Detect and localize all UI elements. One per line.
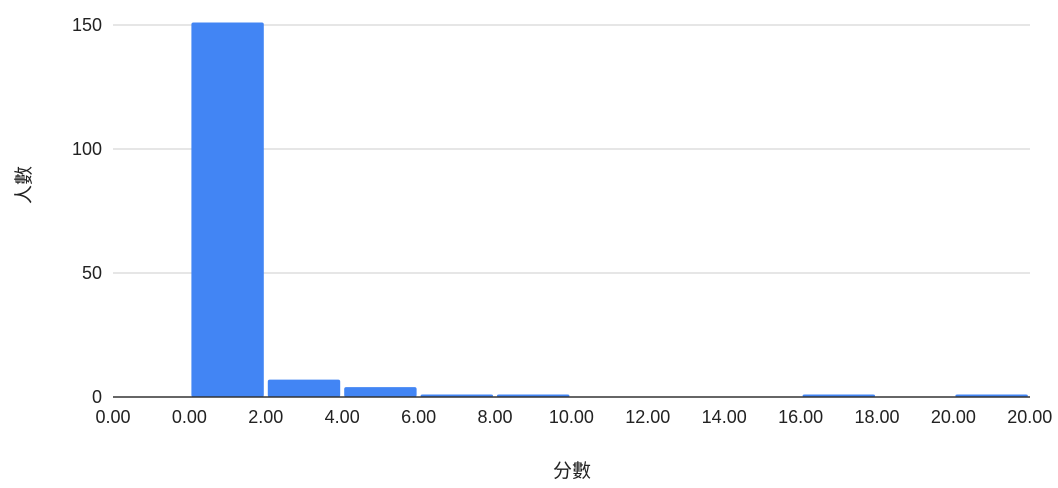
x-tick-label: 6.00	[401, 407, 436, 427]
y-tick-labels: 0 50 100 150	[72, 15, 102, 407]
x-tick-label: 20.00	[1007, 407, 1052, 427]
y-tick-label: 50	[82, 263, 102, 283]
x-tick-labels: 0.00 0.00 2.00 4.00 6.00 8.00 10.00 12.00 14.00 1…	[95, 407, 1052, 427]
x-tick-label: 2.00	[248, 407, 283, 427]
y-tick-label: 150	[72, 15, 102, 35]
y-axis-title: 人數	[13, 166, 35, 204]
x-tick-label: 14.00	[702, 407, 747, 427]
grid-lines	[113, 24, 1030, 274]
x-axis-title: 分數	[553, 460, 591, 482]
y-tick-label: 0	[92, 387, 102, 407]
histogram-bar	[344, 387, 417, 397]
y-tick-label: 100	[72, 139, 102, 159]
x-tick-label: 16.00	[778, 407, 823, 427]
x-tick-label: 10.00	[549, 407, 594, 427]
x-tick-label: 20.00	[931, 407, 976, 427]
x-tick-label: 12.00	[625, 407, 670, 427]
x-tick-label: 4.00	[325, 407, 360, 427]
histogram-bar	[267, 379, 341, 397]
bars	[191, 22, 1028, 398]
x-tick-label: 18.00	[854, 407, 899, 427]
x-tick-label: 8.00	[477, 407, 512, 427]
histogram-bar	[191, 22, 264, 398]
x-tick-label: 0.00	[172, 407, 207, 427]
x-tick-label: 0.00	[95, 407, 130, 427]
